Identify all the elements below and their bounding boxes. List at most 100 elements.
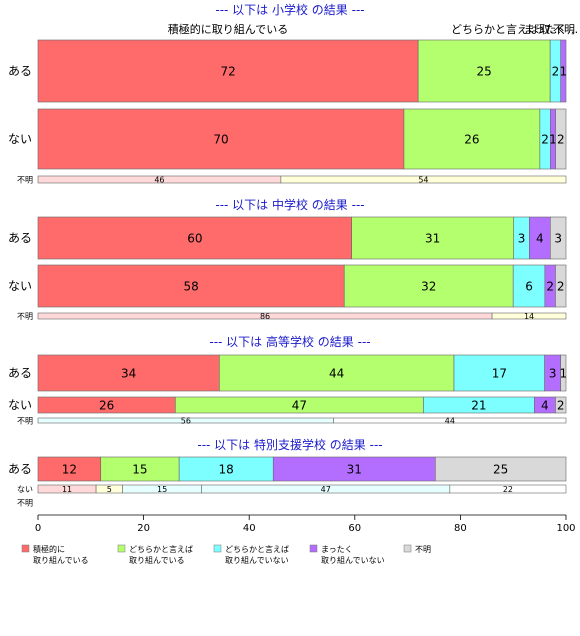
row-label: 不明 (17, 176, 33, 185)
bar-segment (333, 417, 567, 424)
data-label: 44 (445, 416, 455, 425)
bar-segment (219, 354, 455, 392)
row-label: ない (8, 132, 32, 146)
data-label: 58 (183, 279, 198, 293)
bar-segment (449, 484, 567, 494)
row-label: ある (8, 462, 32, 476)
data-label: 26 (464, 132, 479, 146)
data-label: 4 (536, 231, 544, 245)
row-label: ない (8, 398, 32, 412)
legend-label: 取り組んでいない (225, 555, 289, 565)
legend-label: 積極的に (33, 544, 65, 554)
bar-segment (491, 312, 567, 320)
bar-segment (435, 456, 567, 482)
data-label: 32 (421, 279, 436, 293)
data-label: 2 (557, 398, 565, 412)
bar-segment (37, 456, 102, 482)
data-label: 47 (321, 485, 331, 494)
bar-segment (453, 354, 545, 392)
bar-segment (555, 396, 567, 414)
data-label: 2 (552, 64, 560, 78)
data-label: 31 (347, 462, 362, 476)
row-label: ある (8, 64, 32, 78)
bar-segment (37, 354, 220, 392)
data-label: 3 (554, 231, 562, 245)
top-series-label: どちらかと言えば取… (451, 23, 561, 36)
data-label: 25 (493, 462, 508, 476)
legend-label: どちらかと言えば (225, 544, 289, 554)
group-title: --- 以下は 中学校 の結果 --- (215, 197, 364, 212)
legend-swatch (309, 544, 318, 553)
group-title: --- 以下は 小学校 の結果 --- (215, 2, 364, 17)
bar-segment (555, 108, 567, 170)
legend-swatch (213, 544, 222, 553)
bar-segment (555, 264, 567, 308)
bar-segment (280, 175, 567, 184)
data-label: 5 (107, 485, 112, 494)
bar-segment (37, 39, 419, 103)
data-label: 60 (187, 231, 202, 245)
data-label: 2 (546, 279, 554, 293)
bar-segment (351, 216, 515, 260)
bar-segment (550, 216, 567, 260)
row-label: 不明 (17, 312, 33, 321)
bar-segment (178, 456, 274, 482)
bar-segment (100, 456, 180, 482)
legend-swatch (21, 544, 30, 553)
bar-segment (403, 108, 541, 170)
data-label: 72 (220, 64, 235, 78)
data-label: 4 (541, 398, 549, 412)
data-label: 22 (503, 485, 513, 494)
bar-segment (560, 39, 567, 103)
data-label: 46 (154, 175, 164, 184)
top-series-label: 不明 (553, 23, 575, 36)
x-tick-label: 20 (137, 523, 150, 534)
data-label: 1 (549, 132, 557, 146)
x-tick-label: 0 (35, 523, 41, 534)
legend-label: 不明 (415, 545, 431, 554)
row-label: 不明 (17, 499, 33, 508)
data-label: 70 (213, 132, 228, 146)
data-label: 1 (560, 366, 568, 380)
legend-label: 取り組んでいる (33, 555, 89, 565)
bar-segment (272, 456, 436, 482)
data-label: 18 (219, 462, 234, 476)
data-label: 11 (62, 485, 72, 494)
x-tick-label: 80 (454, 523, 467, 534)
data-label: 44 (329, 366, 344, 380)
bar-segment (560, 354, 567, 392)
legend-label: どちらかと言えば (129, 544, 193, 554)
data-label: 6 (525, 279, 533, 293)
data-label: 3 (518, 231, 526, 245)
data-label: 2 (557, 132, 565, 146)
bar-segment (37, 216, 352, 260)
legend-swatch (117, 544, 126, 553)
group-title: --- 以下は 高等学校 の結果 --- (209, 334, 370, 349)
bar-segment (37, 108, 405, 170)
data-label: 54 (418, 175, 428, 184)
legend-label: まったく (321, 545, 353, 554)
data-label: 86 (260, 312, 270, 321)
row-label: ある (8, 231, 32, 245)
data-label: 15 (157, 485, 167, 494)
data-label: 31 (425, 231, 440, 245)
data-label: 17 (492, 366, 507, 380)
x-tick-label: 40 (243, 523, 256, 534)
x-tick-label: 60 (348, 523, 361, 534)
row-label: ない (17, 485, 33, 494)
row-label: ある (8, 366, 32, 380)
bar-segment (343, 264, 514, 308)
data-label: 47 (292, 398, 307, 412)
row-label: 不明 (17, 417, 33, 426)
data-label: 3 (549, 366, 557, 380)
data-label: 25 (477, 64, 492, 78)
data-label: 14 (524, 312, 534, 321)
x-tick-label: 100 (556, 523, 575, 534)
data-label: 34 (121, 366, 136, 380)
row-label: ない (8, 279, 32, 293)
data-label: 26 (99, 398, 114, 412)
data-label: 15 (132, 462, 147, 476)
data-label: 12 (62, 462, 77, 476)
group-title: --- 以下は 特別支援学校 の結果 --- (197, 437, 382, 452)
